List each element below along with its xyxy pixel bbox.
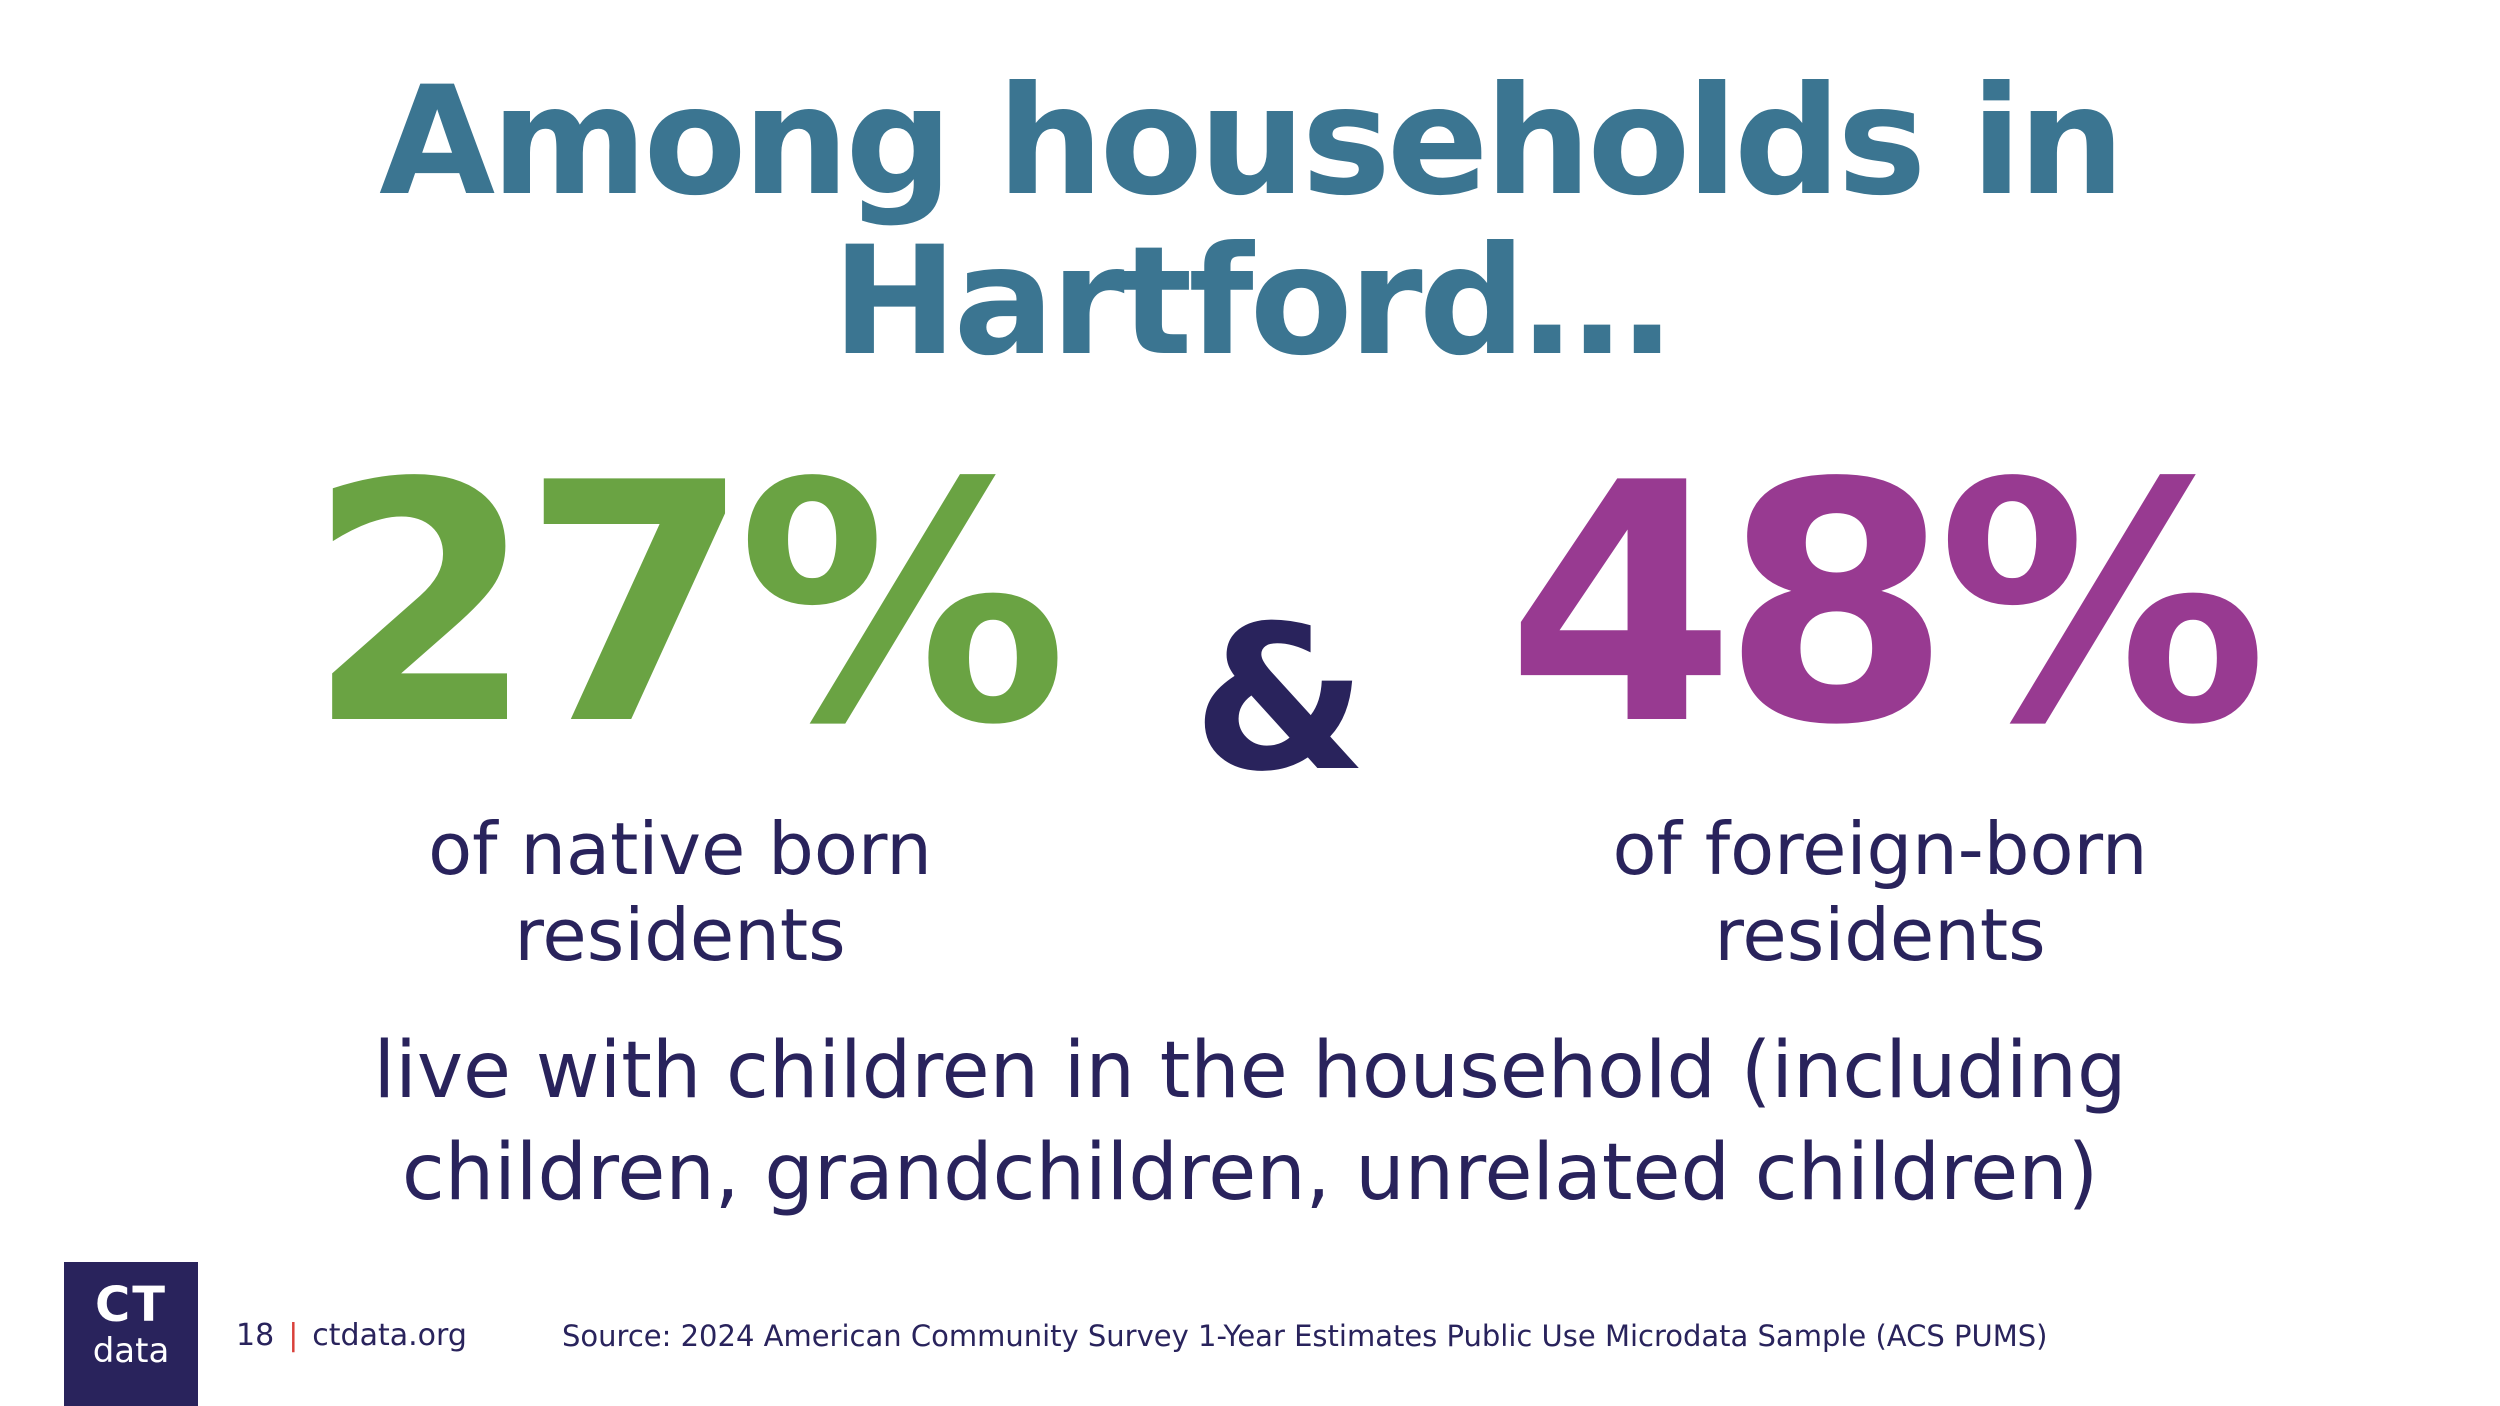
foreign-born-description-line-2: residents: [1714, 893, 2046, 977]
slide-title-line-2: Hartford…: [831, 215, 1672, 389]
footer-page-info: 18 | ctdata.org: [236, 1316, 467, 1356]
footer-separator: |: [288, 1318, 299, 1353]
conclusion-text: live with children in the household (inc…: [0, 1020, 2500, 1224]
slide-title: Among households in Hartford…: [0, 62, 2500, 382]
ctdata-logo: CT data: [64, 1262, 198, 1406]
native-born-stat: 27% of native born residents: [300, 413, 1068, 978]
website-link[interactable]: ctdata.org: [312, 1318, 467, 1353]
logo-ct-text: CT: [95, 1277, 167, 1333]
source-citation: Source: 2024 American Community Survey 1…: [562, 1319, 2048, 1353]
foreign-born-stat: 48% of foreign-born residents: [1480, 440, 2280, 978]
foreign-born-description: of foreign-born residents: [1480, 806, 2280, 978]
ampersand-connector: &: [1192, 583, 1368, 816]
conclusion-line-1: live with children in the household (inc…: [373, 1026, 2127, 1116]
page-number: 18: [236, 1318, 275, 1353]
native-born-percentage: 27%: [306, 413, 1068, 797]
native-born-description-line-2: residents: [514, 893, 846, 977]
slide-title-line-1: Among households in: [379, 55, 2125, 229]
logo-data-text: data: [92, 1331, 170, 1371]
conclusion-line-2: children, grandchildren, unrelated child…: [401, 1128, 2099, 1218]
foreign-born-description-line-1: of foreign-born: [1612, 807, 2148, 891]
native-born-description-line-1: of native born: [428, 807, 932, 891]
foreign-born-percentage: 48%: [1506, 413, 2268, 797]
native-born-description: of native born residents: [300, 806, 1060, 978]
